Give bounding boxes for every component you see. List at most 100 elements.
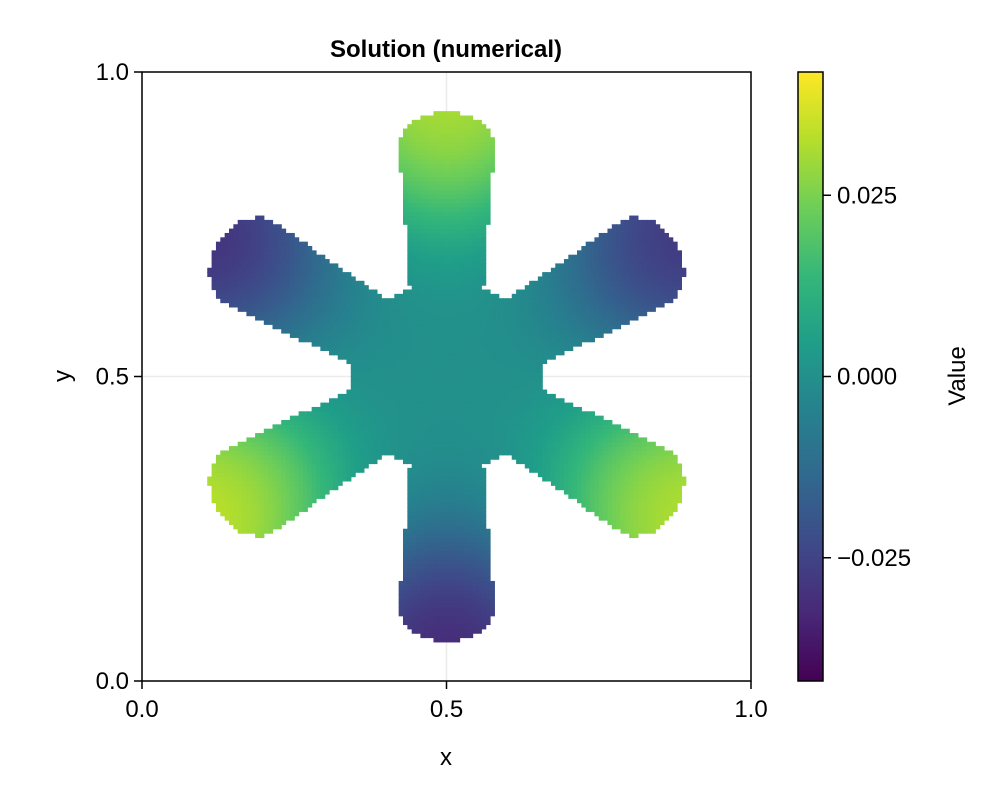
field-cell — [446, 633, 452, 639]
field-cell — [307, 489, 313, 495]
field-cell — [511, 433, 517, 438]
field-cell — [381, 346, 387, 351]
field-cell — [446, 485, 452, 491]
field-cell — [529, 450, 535, 456]
field-cell — [311, 337, 317, 343]
field-cell — [407, 176, 413, 182]
field-cell — [437, 550, 443, 556]
field-cell — [316, 333, 321, 338]
field-cell — [472, 446, 478, 452]
field-cell — [459, 159, 465, 164]
field-cell — [363, 354, 369, 360]
field-cell — [446, 637, 452, 643]
field-cell — [302, 424, 308, 430]
field-cell — [459, 441, 465, 447]
field-cell — [450, 241, 456, 247]
field-cell — [476, 463, 482, 469]
field-cell — [481, 450, 487, 456]
field-cell — [298, 485, 304, 491]
field-cell — [416, 546, 421, 552]
field-cell — [559, 280, 565, 286]
field-cell — [407, 259, 413, 264]
field-cell — [207, 272, 213, 278]
field-cell — [542, 293, 548, 299]
field-cell — [342, 350, 348, 356]
field-cell — [507, 333, 513, 338]
field-cell — [490, 363, 495, 369]
field-cell — [411, 594, 417, 599]
field-cell — [433, 267, 439, 273]
field-cell — [446, 602, 452, 608]
field-cell — [307, 420, 313, 425]
field-cell — [407, 446, 413, 452]
field-cell — [442, 563, 448, 569]
field-cell — [437, 159, 443, 164]
field-cell — [372, 380, 378, 386]
field-cell — [272, 459, 278, 465]
field-cell — [546, 420, 552, 425]
field-cell — [437, 289, 443, 295]
field-cell — [215, 254, 221, 260]
field-cell — [433, 354, 439, 360]
field-cell — [424, 333, 430, 338]
field-cell — [446, 572, 452, 578]
field-cell — [533, 306, 539, 312]
field-cell — [411, 402, 417, 408]
field-cell — [298, 302, 304, 308]
field-cell — [316, 272, 321, 278]
field-cell — [337, 450, 343, 456]
field-cell — [520, 393, 526, 399]
field-cell — [433, 154, 439, 160]
field-cell — [368, 402, 374, 408]
field-cell — [403, 350, 408, 356]
field-cell — [442, 111, 448, 117]
field-cell — [220, 476, 226, 482]
field-cell — [572, 293, 578, 299]
field-cell — [429, 589, 435, 595]
field-cell — [389, 337, 395, 343]
field-cell — [407, 598, 413, 604]
field-cell — [459, 402, 465, 408]
field-cell — [468, 585, 474, 591]
field-cell — [446, 159, 452, 164]
field-cell — [485, 572, 491, 578]
field-cell — [450, 185, 456, 191]
field-cell — [494, 450, 500, 456]
field-cell — [542, 433, 548, 438]
field-cell — [407, 167, 413, 173]
field-cell — [455, 380, 461, 386]
field-cell — [490, 145, 495, 151]
field-cell — [520, 389, 526, 395]
field-cell — [224, 459, 230, 465]
field-cell — [333, 415, 339, 421]
field-cell — [242, 302, 247, 308]
field-cell — [476, 137, 482, 143]
field-cell — [420, 293, 426, 299]
field-cell — [389, 385, 395, 391]
field-cell — [533, 333, 539, 338]
field-cell — [407, 559, 413, 565]
field-cell — [311, 302, 317, 308]
field-cell — [407, 189, 413, 195]
field-cell — [285, 311, 291, 317]
field-cell — [350, 354, 356, 360]
field-cell — [450, 363, 456, 369]
field-cell — [429, 219, 435, 225]
field-cell — [546, 393, 552, 399]
field-cell — [416, 128, 421, 134]
field-cell — [468, 311, 474, 317]
field-cell — [263, 437, 269, 443]
field-cell — [433, 385, 439, 391]
field-cell — [481, 454, 487, 460]
field-cell — [476, 628, 482, 634]
field-cell — [437, 398, 443, 404]
field-cell — [442, 311, 448, 317]
field-cell — [472, 276, 478, 282]
field-cell — [437, 454, 443, 460]
field-cell — [215, 480, 221, 486]
field-cell — [472, 393, 478, 399]
field-cell — [346, 454, 352, 460]
field-cell — [468, 189, 474, 195]
field-cell — [524, 420, 530, 425]
field-cell — [568, 467, 574, 473]
